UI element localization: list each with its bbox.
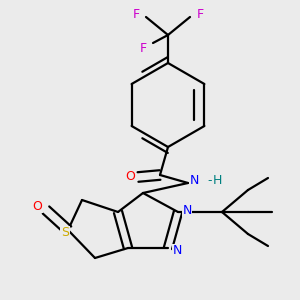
Text: H: H: [212, 175, 222, 188]
Text: F: F: [132, 8, 140, 22]
Text: F: F: [140, 41, 147, 55]
Text: S: S: [61, 226, 69, 239]
Text: N: N: [189, 175, 199, 188]
Text: -: -: [208, 175, 212, 188]
Text: N: N: [182, 203, 192, 217]
Text: F: F: [196, 8, 204, 22]
Text: N: N: [172, 244, 182, 257]
Text: O: O: [125, 170, 135, 184]
Text: O: O: [32, 200, 42, 212]
